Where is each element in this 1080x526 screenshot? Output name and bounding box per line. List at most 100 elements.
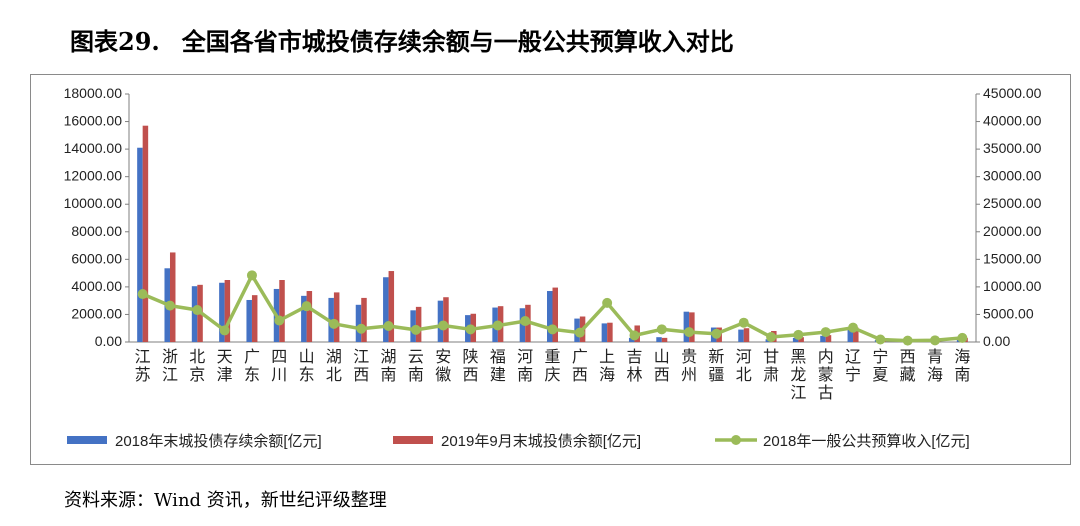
budget-point-浙江 [164,300,175,311]
budget-point-上海 [602,297,613,308]
chart: 0.00 2000.00 4000.00 6000.00 8000.00 10000.00… [64,85,1042,450]
category-label: 藏 [900,366,916,384]
bar-2018-河北 [738,329,744,342]
budget-point-重庆 [547,324,558,335]
category-label: 建 [490,366,506,384]
budget-point-吉林 [629,330,640,341]
left-tick-label: 10000.00 [64,195,123,211]
budget-point-宁夏 [875,334,886,345]
source-note: 资料来源：Wind 资讯，新世纪评级整理 [64,490,387,511]
category-label: 海 [927,366,943,384]
category-label: 甘 [763,348,779,366]
left-tick-label: 6000.00 [71,250,122,266]
category-label: 西 [654,367,670,384]
budget-point-青海 [930,335,941,346]
bar-2018-吉林 [628,337,635,342]
budget-point-西藏 [902,335,913,346]
category-label: 北 [189,348,205,366]
category-label: 天 [217,349,233,366]
budget-point-内蒙古 [820,327,831,338]
bar-2018-贵州 [683,311,690,342]
right-tick-label: 30000.00 [983,168,1042,184]
budget-point-甘肃 [766,332,777,343]
category-label: 西 [353,367,369,384]
category-label: 蒙 [818,366,834,384]
left-tick-label: 14000.00 [64,140,123,156]
chart-frame: 0.00 2000.00 4000.00 6000.00 8000.00 10000.00… [30,74,1071,465]
budget-point-山东 [301,301,312,312]
category-label: 川 [271,367,287,384]
budget-point-江苏 [137,289,148,300]
bar-2019-辽宁 [853,327,859,342]
bar-2018-上海 [601,323,608,342]
left-tick-label: 4000.00 [71,278,122,294]
category-label: 广 [244,348,260,366]
category-label: 新 [708,348,724,366]
right-tick-label: 25000.00 [983,195,1042,211]
bar-2019-上海 [607,322,613,342]
budget-point-河南 [520,316,531,327]
category-label: 福 [490,348,506,366]
category-label: 内 [818,348,834,366]
category-label: 京 [189,366,205,384]
budget-point-河北 [738,317,749,328]
left-tick-label: 2000.00 [71,305,122,321]
bar-2018-江苏 [137,147,143,342]
budget-point-海南 [957,332,968,343]
category-label: 海 [599,366,615,384]
legend-2018-debt-swatch [67,436,107,444]
category-label: 南 [517,366,533,384]
budget-point-湖南 [383,321,394,332]
legend-2018-debt-label: 2018年末城投债存续余额[亿元] [115,432,322,450]
category-label: 苏 [135,366,151,384]
category-label: 南 [954,366,970,384]
category-label: 浙 [162,348,178,366]
bar-2019-云南 [415,306,422,342]
category-label: 陕 [463,348,479,366]
bar-2019-四川 [279,280,285,342]
category-label: 四 [271,349,287,366]
budget-point-辽宁 [848,322,859,333]
budget-point-湖北 [328,318,339,329]
bar-2019-山西 [661,337,668,342]
right-tick-label: 15000.00 [983,250,1042,266]
right-tick-label: 10000.00 [983,278,1042,294]
category-label: 庆 [544,366,560,384]
figure-label: 图表29. [70,27,160,56]
figure-title: 图表29. 全国各省市城投债存续余额与一般公共预算收入对比 [64,22,734,57]
bar-2018-内蒙古 [820,335,826,342]
budget-point-福建 [492,320,503,331]
budget-point-云南 [410,324,421,335]
category-label: 辽 [845,348,861,366]
category-label: 青 [927,348,943,366]
category-label: 古 [818,384,834,402]
bar-2018-江西 [355,304,362,342]
category-label: 上 [599,348,615,366]
budget-point-广西 [574,327,585,338]
figure-title-text: 全国各省市城投债存续余额与一般公共预算收入对比 [181,27,734,56]
bar-2018-湖南 [383,277,389,342]
category-label: 西 [900,349,916,366]
category-label: 安 [435,348,451,366]
left-tick-label: 18000.00 [64,85,123,101]
right-tick-label: 45000.00 [983,85,1042,101]
category-label: 河 [517,348,533,366]
bar-2019-天津 [224,280,231,342]
right-tick-label: 5000.00 [983,305,1034,321]
bar-2019-安徽 [443,297,449,342]
category-label: 徽 [435,366,451,384]
bar-2018-山东 [301,295,307,342]
budget-point-江西 [356,323,367,334]
left-tick-label: 12000.00 [64,168,123,184]
budget-point-广东 [246,270,257,281]
category-label: 山 [299,348,315,366]
left-tick-label: 16000.00 [64,113,123,129]
category-label: 宁 [872,348,888,366]
category-label: 河 [736,348,752,366]
category-label: 肃 [763,366,779,384]
category-label: 津 [217,366,233,384]
category-label: 云 [408,349,424,366]
category-label: 疆 [708,367,724,384]
bar-2019-贵州 [689,312,695,342]
category-label: 南 [381,366,397,384]
